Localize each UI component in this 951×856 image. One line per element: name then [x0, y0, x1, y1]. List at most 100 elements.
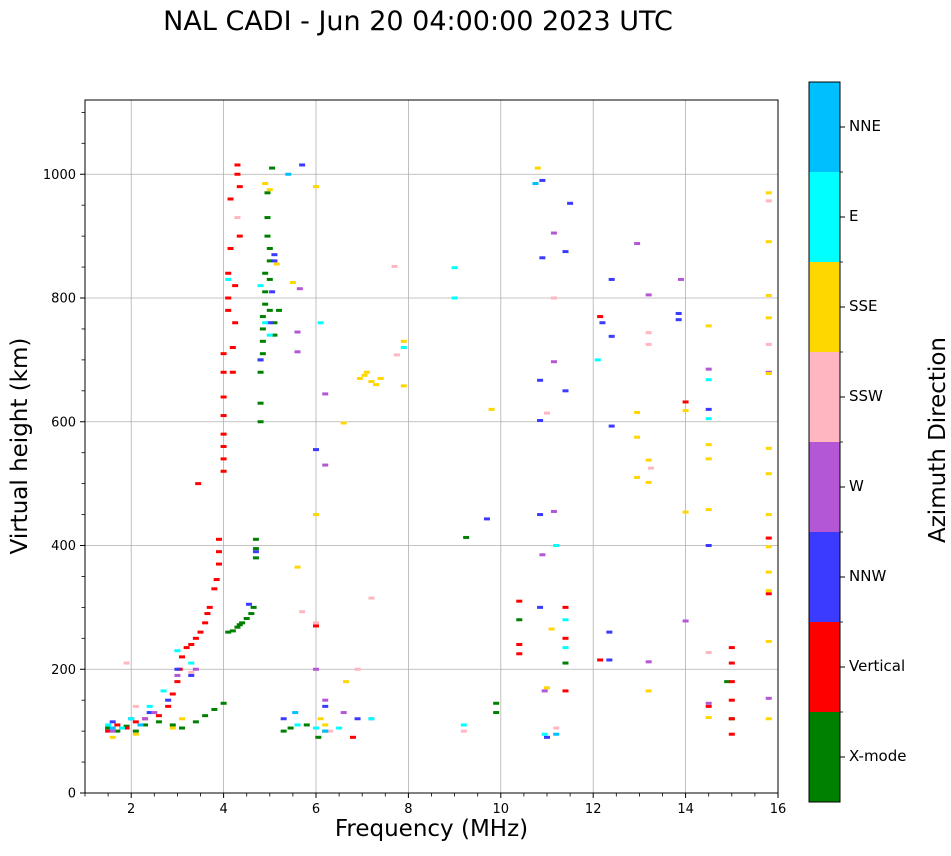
data-point [677, 277, 684, 281]
colorbar-tick-label: E [849, 207, 859, 225]
data-point [215, 550, 222, 554]
data-point [229, 370, 236, 374]
data-point [197, 630, 204, 634]
data-point [266, 259, 273, 263]
data-point [354, 717, 361, 721]
data-point [544, 735, 550, 739]
data-point [634, 242, 641, 246]
data-point [234, 216, 241, 220]
data-point [289, 281, 296, 285]
data-point [215, 537, 222, 541]
data-point [114, 723, 121, 727]
data-point [266, 333, 273, 337]
data-point [137, 723, 144, 727]
chart-title: NAL CADI - Jun 20 04:00:00 2023 UTC [163, 6, 673, 37]
data-point [276, 308, 283, 312]
data-point [232, 284, 239, 288]
data-point [544, 411, 550, 415]
data-point [599, 321, 606, 325]
data-point [539, 178, 546, 182]
data-point [765, 191, 772, 195]
data-point [340, 421, 347, 425]
data-point [215, 562, 222, 566]
data-point [349, 735, 356, 739]
data-point [705, 701, 712, 705]
data-point [213, 578, 220, 582]
data-point [269, 290, 276, 294]
data-point [765, 589, 772, 593]
data-point [179, 655, 186, 659]
data-point [537, 419, 544, 423]
data-point [377, 376, 384, 380]
data-point [105, 723, 112, 727]
data-point [285, 172, 292, 176]
data-point [269, 166, 276, 170]
data-point [313, 185, 319, 189]
data-point [765, 545, 772, 549]
data-point [118, 726, 125, 730]
data-point [548, 627, 555, 631]
data-point [262, 182, 269, 186]
data-point [227, 197, 234, 201]
data-point [236, 185, 243, 189]
data-point [451, 266, 458, 270]
data-point [354, 667, 361, 671]
x-axis: 2 4 6 8 10 12 14 16 [84, 793, 786, 817]
data-point [705, 457, 712, 461]
data-point [220, 469, 227, 473]
data-point [634, 410, 641, 414]
data-point [562, 636, 569, 640]
data-point [356, 376, 363, 380]
y-axis-label: Virtual height (km) [7, 337, 33, 555]
data-point [516, 618, 523, 622]
data-point [322, 698, 329, 702]
data-point [195, 482, 202, 486]
data-point [608, 334, 615, 338]
data-point [266, 247, 273, 250]
data-point [594, 358, 601, 362]
data-point [451, 296, 458, 300]
colorbar-tick-label: NNW [849, 567, 887, 585]
data-point [234, 625, 241, 629]
data-point [645, 458, 652, 462]
data-point [271, 259, 278, 263]
data-point [315, 735, 322, 739]
data-point [340, 711, 347, 715]
data-point [728, 680, 735, 684]
data-point [645, 689, 652, 693]
data-point [211, 587, 218, 591]
data-point [229, 629, 236, 633]
data-point [188, 670, 195, 674]
data-point [296, 287, 303, 291]
data-point [169, 726, 176, 730]
colorbar-segment [809, 712, 840, 802]
colorbar-label: Azimuth Direction [925, 337, 951, 543]
data-point [264, 191, 271, 195]
data-point [105, 729, 112, 733]
data-point [192, 667, 199, 671]
data-point [645, 660, 652, 664]
data-point [232, 321, 239, 325]
data-point [132, 729, 139, 733]
data-point [206, 605, 213, 609]
series-x-mode [105, 166, 735, 739]
data-point [174, 673, 181, 677]
data-point [608, 277, 615, 281]
data-point [541, 689, 548, 693]
data-point [728, 717, 735, 721]
data-point [227, 247, 234, 250]
data-point [259, 352, 266, 356]
data-point [188, 661, 195, 665]
data-point [225, 277, 232, 281]
data-point [326, 729, 333, 733]
data-point [544, 686, 550, 690]
data-point [151, 711, 158, 715]
data-point [188, 673, 195, 677]
data-point [188, 643, 195, 646]
data-point [765, 371, 772, 375]
x-tick-label: 8 [404, 802, 412, 817]
data-point [317, 321, 324, 325]
data-point [273, 262, 280, 266]
colorbar-segment [809, 622, 840, 712]
